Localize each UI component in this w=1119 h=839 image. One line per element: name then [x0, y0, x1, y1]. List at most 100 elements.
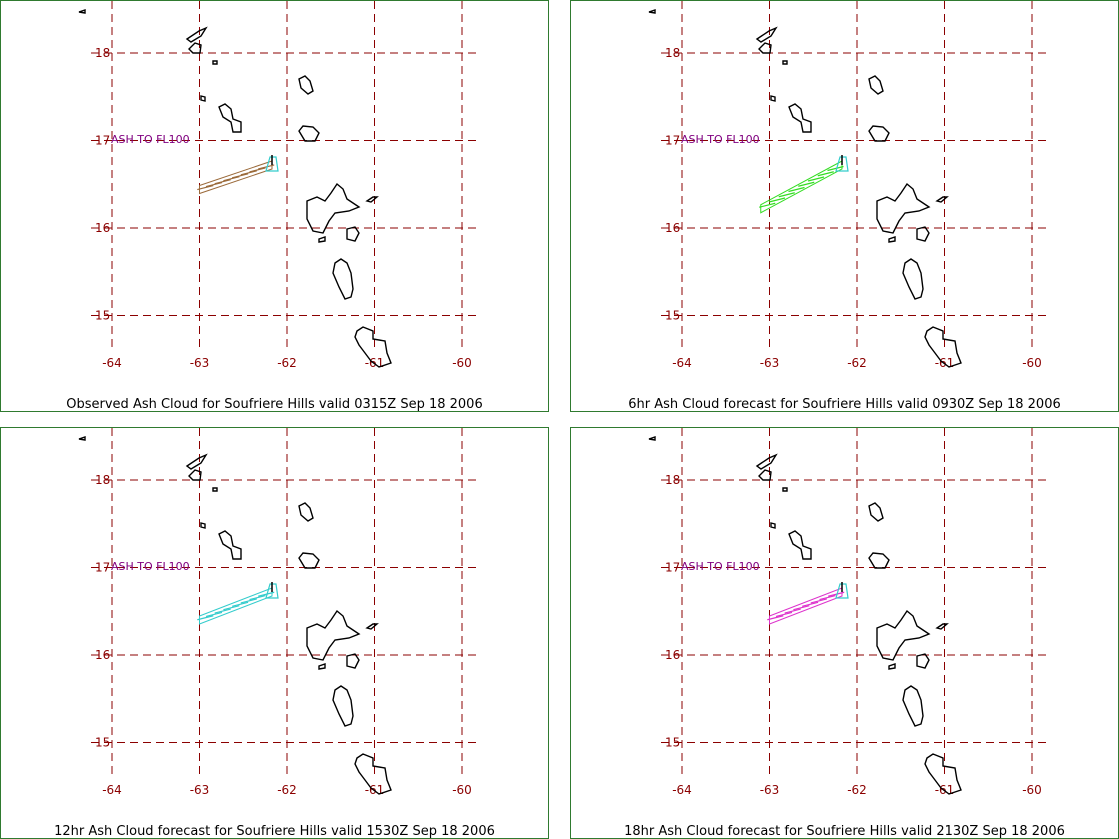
latitude-label: 16	[95, 221, 110, 235]
longitude-label: -62	[277, 783, 297, 797]
ash-cloud-outline	[199, 587, 273, 625]
les-saintes-outline	[318, 236, 326, 243]
ash-cloud-hatch	[258, 591, 275, 597]
la-desirade-outline	[935, 196, 949, 203]
marie-galante-outline	[346, 226, 360, 242]
latitude-label: 18	[665, 473, 680, 487]
latitude-label: 17	[665, 561, 680, 575]
longitude-label: -63	[760, 356, 780, 370]
ash-altitude-label: ASH TO FL100	[681, 560, 760, 573]
anguilla-outline	[185, 26, 208, 43]
ash-cloud-hatch	[767, 615, 784, 621]
martinique-outline	[924, 326, 962, 368]
longitude-label: -63	[190, 783, 210, 797]
anguilla-outline	[755, 453, 778, 470]
map-panel-observed: 18 17 16 15 -64 -63 -62 -61 -60 ASH TO FL100 Obse…	[0, 0, 549, 412]
lat-lon-grid	[91, 428, 481, 778]
latitude-label: 15	[95, 309, 110, 323]
barbuda-outline	[298, 502, 314, 522]
longitude-label: -63	[190, 356, 210, 370]
barbuda-outline	[868, 75, 884, 95]
barbuda-outline	[868, 502, 884, 522]
latitude-label: 18	[95, 473, 110, 487]
ash-cloud-hatch	[827, 165, 844, 172]
longitude-label: -64	[102, 783, 122, 797]
st-kitts-outline	[200, 522, 206, 529]
panel-caption: Observed Ash Cloud for Soufriere Hills v…	[66, 397, 483, 412]
latitude-label: 18	[665, 46, 680, 60]
ash-cloud-hatch	[258, 164, 275, 170]
longitude-label: -62	[277, 356, 297, 370]
dominica-outline	[902, 685, 924, 727]
nevis-outline	[788, 530, 812, 560]
ash-cloud-hatch	[197, 615, 214, 621]
longitude-label: -60	[1022, 783, 1042, 797]
ash-cloud-hatch	[793, 605, 810, 611]
ash-cloud-hatch	[205, 611, 223, 617]
ash-cloud-hatch	[249, 167, 266, 173]
st-kitts-outline	[200, 95, 206, 102]
antigua-outline	[868, 552, 890, 569]
map-panel-18hr: 18 17 16 15 -64 -63 -62 -61 -60 ASH TO FL100 18hr…	[570, 427, 1119, 839]
ash-cloud-hatch	[205, 182, 223, 188]
volcano-source-marker	[835, 583, 849, 599]
martinique-outline	[924, 753, 962, 795]
longitude-label: -62	[847, 783, 867, 797]
volcano-source-marker	[265, 156, 279, 172]
la-desirade-outline	[365, 623, 379, 630]
ash-cloud-outline	[760, 160, 843, 214]
ash-cloud-hatch	[810, 598, 827, 604]
volcano-source-marker	[835, 156, 849, 172]
nevis-outline	[788, 103, 812, 133]
longitude-label: -64	[102, 356, 122, 370]
ash-cloud	[197, 155, 279, 195]
longitude-label: -62	[847, 356, 867, 370]
ash-cloud	[759, 155, 849, 214]
guadeloupe-outline	[876, 182, 931, 234]
ash-altitude-label: ASH TO FL100	[111, 133, 190, 146]
marie-galante-outline	[346, 653, 360, 669]
guadeloupe-outline	[876, 609, 931, 661]
ash-cloud-hatch	[768, 197, 786, 203]
saba-outline	[782, 60, 788, 65]
ash-altitude-label: ASH TO FL100	[111, 560, 190, 573]
latitude-label: 17	[95, 561, 110, 575]
latitude-label: 16	[95, 648, 110, 662]
latitude-label: 15	[95, 736, 110, 750]
coastlines	[648, 436, 962, 795]
dominica-outline	[332, 258, 354, 300]
ash-cloud	[767, 582, 849, 625]
latitude-label: 16	[665, 648, 680, 662]
nevis-outline	[218, 530, 242, 560]
lat-lon-grid	[661, 428, 1051, 778]
ash-cloud-hatch	[788, 186, 805, 193]
st-martin-outline	[758, 42, 772, 54]
ash-cloud-hatch	[807, 176, 825, 182]
antigua-outline	[298, 125, 320, 142]
latitude-label: 17	[665, 134, 680, 148]
st-martin-outline	[188, 42, 202, 54]
dominica-outline	[902, 258, 924, 300]
anguilla-outline	[755, 26, 778, 43]
les-saintes-outline	[318, 663, 326, 670]
ash-cloud-hatch	[214, 179, 231, 185]
latitude-label: 16	[665, 221, 680, 235]
coastlines	[648, 9, 962, 368]
nevis-outline	[218, 103, 242, 133]
ash-cloud-hatch	[759, 202, 776, 208]
volcano-source-marker	[265, 583, 279, 599]
anguilla-outline	[185, 453, 208, 470]
ash-cloud-hatch	[775, 611, 793, 617]
panel-caption: 18hr Ash Cloud forecast for Soufriere Hi…	[624, 824, 1065, 839]
st-kitts-outline	[770, 522, 776, 529]
latitude-label: 17	[95, 134, 110, 148]
longitude-label: -64	[672, 356, 692, 370]
panel-caption: 6hr Ash Cloud forecast for Soufriere Hil…	[628, 397, 1061, 412]
guadeloupe-outline	[306, 182, 361, 234]
antigua-outline	[298, 552, 320, 569]
ash-cloud-hatch	[223, 605, 240, 611]
les-saintes-outline	[888, 236, 896, 243]
